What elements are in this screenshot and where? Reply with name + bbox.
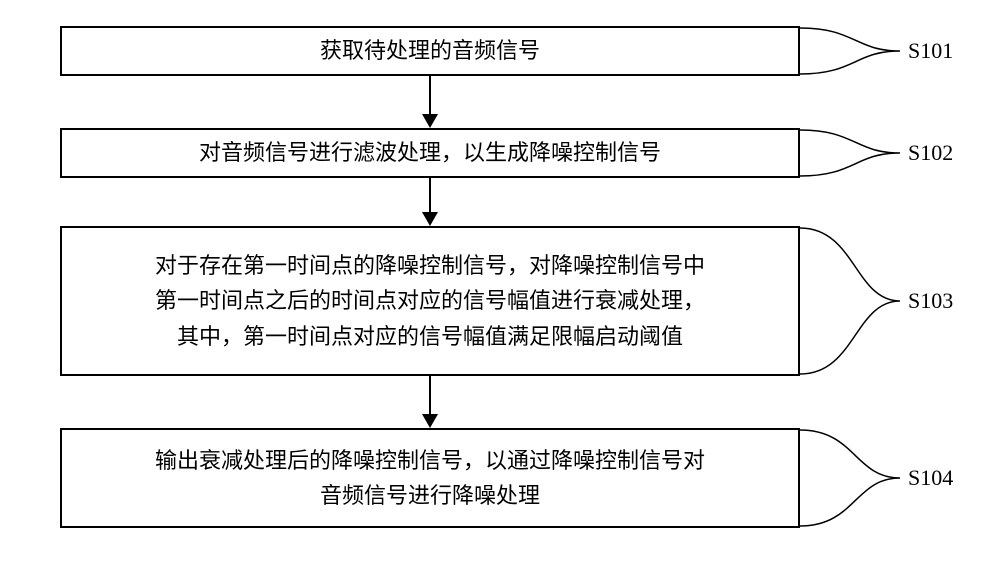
leader-line [800,206,904,396]
flow-arrow [429,376,431,414]
flow-node-text: 输出衰减处理后的降噪控制信号，以通过降噪控制信号对 音频信号进行降噪处理 [155,443,705,513]
arrowhead-icon [422,414,438,428]
flow-node-text: 获取待处理的音频信号 [320,33,540,68]
flow-node-text: 对于存在第一时间点的降噪控制信号，对降噪控制信号中 第一时间点之后的时间点对应的… [155,248,705,354]
step-label-s104: S104 [908,465,953,491]
flow-arrow [429,76,431,114]
step-label-s103: S103 [908,288,953,314]
flow-node-text: 对音频信号进行滤波处理，以生成降噪控制信号 [199,135,661,170]
flow-node-n4: 输出衰减处理后的降噪控制信号，以通过降噪控制信号对 音频信号进行降噪处理 [60,428,800,528]
arrowhead-icon [422,114,438,128]
leader-line [800,108,904,198]
flow-node-n1: 获取待处理的音频信号 [60,26,800,76]
flowchart-canvas: 获取待处理的音频信号 S101 对音频信号进行滤波处理，以生成降噪控制信号 S102 对… [0,0,1000,563]
flow-arrow [429,178,431,212]
leader-line [800,6,904,96]
step-label-s102: S102 [908,140,953,166]
leader-line [800,408,904,548]
step-label-s101: S101 [908,38,953,64]
flow-node-n2: 对音频信号进行滤波处理，以生成降噪控制信号 [60,128,800,178]
flow-node-n3: 对于存在第一时间点的降噪控制信号，对降噪控制信号中 第一时间点之后的时间点对应的… [60,226,800,376]
arrowhead-icon [422,212,438,226]
